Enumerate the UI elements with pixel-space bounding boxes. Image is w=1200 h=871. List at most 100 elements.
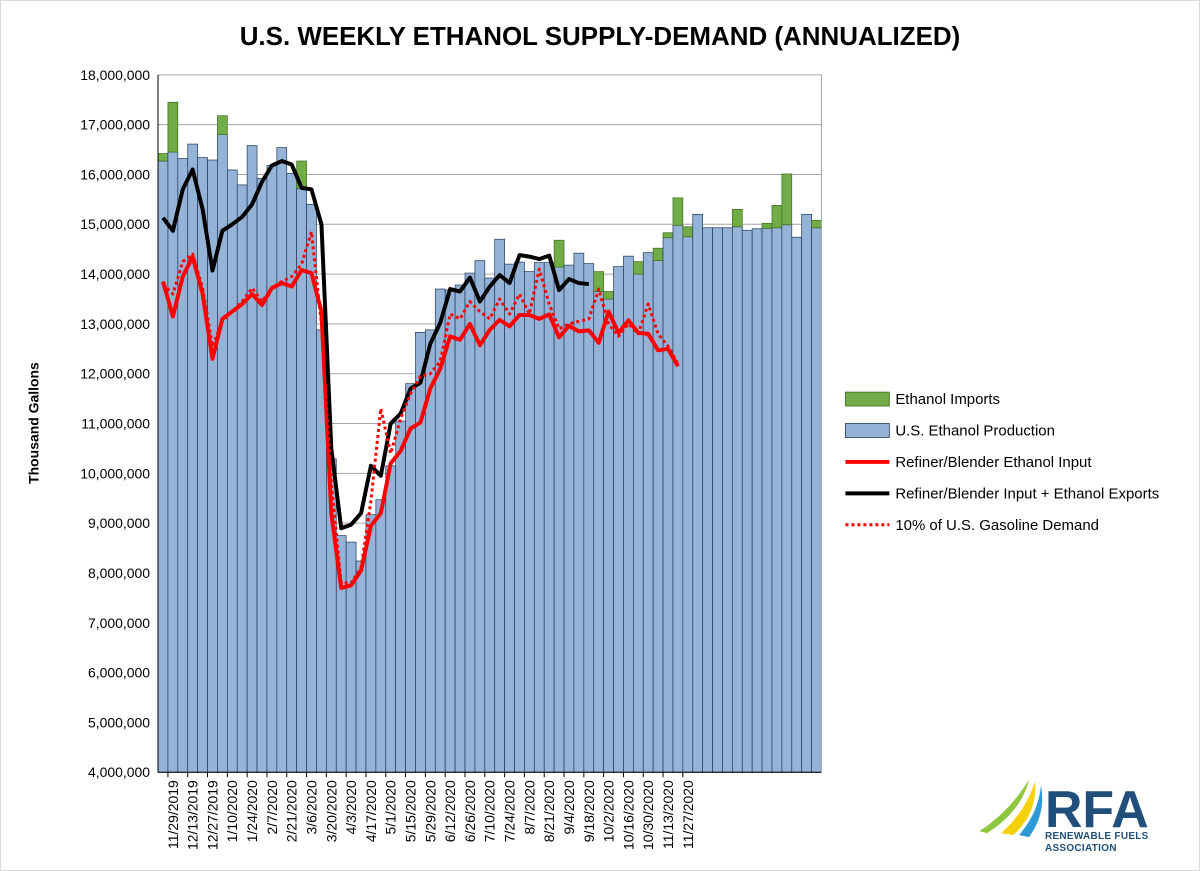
- logo-swoosh-blue: [1019, 785, 1043, 838]
- logo-text: RFA: [1045, 780, 1149, 838]
- production-bar: [771, 227, 783, 773]
- line-series: [161, 159, 680, 590]
- production-bar: [543, 262, 555, 773]
- x-tick-label: 11/29/2019: [165, 780, 181, 849]
- imports-bar: [603, 291, 614, 300]
- production-bar: [702, 227, 713, 773]
- production-bar: [197, 157, 208, 773]
- y-tick-label: 14,000,000: [80, 266, 150, 282]
- production-bar: [514, 261, 525, 773]
- legend-swatch: [845, 391, 890, 407]
- y-tick-label: 5,000,000: [88, 714, 150, 730]
- logo-line1: RENEWABLE FUELS: [1045, 831, 1149, 842]
- imports-bar: [632, 261, 644, 275]
- x-tick-label: 5/15/2020: [403, 780, 419, 842]
- production-bar: [226, 169, 238, 773]
- series-line: [161, 230, 680, 585]
- logo-line2: ASSOCIATION: [1045, 843, 1117, 854]
- y-tick-label: 17,000,000: [80, 117, 150, 133]
- x-tick-label: 10/16/2020: [620, 780, 636, 850]
- legend-label: Refiner/Blender Ethanol Input: [895, 454, 1092, 471]
- imports-bar: [652, 247, 664, 261]
- production-bar: [791, 236, 803, 773]
- production-bar: [375, 499, 387, 773]
- production-bar: [504, 263, 515, 773]
- y-tick-label: 9,000,000: [88, 515, 150, 531]
- production-bar: [761, 227, 773, 773]
- y-tick-label: 15,000,000: [80, 216, 150, 232]
- y-tick-label: 4,000,000: [88, 764, 150, 780]
- y-tick-label: 10,000,000: [80, 465, 150, 481]
- production-bar: [454, 284, 466, 773]
- production-bar: [256, 178, 268, 773]
- imports-bar: [732, 208, 743, 228]
- y-tick-label: 16,000,000: [80, 166, 150, 182]
- production-bar: [801, 213, 812, 773]
- imports-bar: [553, 239, 565, 268]
- x-tick-label: 7/24/2020: [502, 780, 518, 842]
- x-tick-label: 2/7/2020: [264, 780, 280, 835]
- x-tick-label: 10/2/2020: [601, 780, 617, 842]
- production-bar: [484, 277, 496, 773]
- x-tick-label: 1/24/2020: [244, 780, 260, 842]
- x-tick-labels: 11/29/2019 12/13/2019 12/27/2019 1/10/2020 1…: [165, 780, 696, 850]
- x-tick-label: 12/13/2019: [185, 780, 201, 850]
- production-bar: [672, 224, 684, 773]
- y-tick-label: 8,000,000: [88, 565, 150, 581]
- production-bar: [355, 560, 367, 773]
- legend: Ethanol Imports U.S. Ethanol Production Re…: [845, 391, 1159, 534]
- production-bar: [236, 184, 248, 773]
- x-tick-label: 8/21/2020: [541, 780, 557, 842]
- production-bar: [286, 173, 298, 773]
- legend-label: U.S. Ethanol Production: [895, 422, 1055, 439]
- imports-bar: [157, 153, 169, 162]
- legend-label: 10% of U.S. Gasoline Demand: [895, 517, 1099, 534]
- production-bar: [642, 252, 654, 773]
- production-bar: [246, 145, 258, 773]
- production-bar: [157, 160, 169, 773]
- production-bar: [266, 165, 278, 773]
- production-bar: [405, 383, 416, 773]
- imports-bar: [682, 226, 694, 238]
- x-tick-label: 1/10/2020: [224, 780, 240, 842]
- production-bar: [692, 213, 704, 773]
- production-bar: [593, 291, 604, 773]
- production-bar: [464, 272, 476, 773]
- imports-bar: [811, 219, 822, 229]
- series-line: [161, 159, 590, 531]
- production-bar: [167, 151, 179, 773]
- production-bar: [395, 420, 406, 773]
- y-tick-label: 13,000,000: [80, 316, 150, 332]
- production-bar: [533, 262, 545, 773]
- production-bar: [177, 158, 189, 773]
- imports-bar: [217, 115, 228, 135]
- x-tick-label: 3/20/2020: [323, 780, 339, 842]
- production-bar: [563, 264, 575, 773]
- x-tick-label: 4/3/2020: [343, 780, 359, 835]
- production-bar: [603, 298, 614, 773]
- production-bar: [732, 226, 743, 773]
- imports-bar: [761, 222, 773, 229]
- production-bar: [712, 227, 723, 773]
- x-tick-label: 12/27/2019: [204, 780, 220, 850]
- x-tick-label: 6/12/2020: [442, 780, 458, 842]
- imports-bar: [662, 232, 674, 239]
- x-tick-label: 9/18/2020: [581, 780, 597, 842]
- imports-bar: [771, 204, 783, 229]
- y-axis-label: Thousand Gallons: [25, 362, 41, 484]
- production-bar: [682, 236, 694, 773]
- production-bar: [751, 228, 763, 773]
- production-bar: [524, 271, 535, 773]
- series-line: [161, 254, 680, 590]
- production-bar: [385, 465, 397, 773]
- y-tick-labels: 4,000,000 5,000,000 6,000,000 7,000,000 8,00…: [80, 67, 150, 780]
- y-tick-label: 11,000,000: [81, 416, 150, 432]
- production-bar: [276, 147, 288, 773]
- imports-bar: [167, 101, 179, 153]
- rfa-logo: RFA RENEWABLE FUELS ASSOCIATION: [979, 779, 1149, 854]
- x-tick-label: 4/17/2020: [363, 780, 379, 842]
- x-tick-label: 3/6/2020: [303, 780, 319, 835]
- x-tick-label: 2/21/2020: [284, 780, 300, 842]
- y-tick-label: 12,000,000: [80, 366, 150, 382]
